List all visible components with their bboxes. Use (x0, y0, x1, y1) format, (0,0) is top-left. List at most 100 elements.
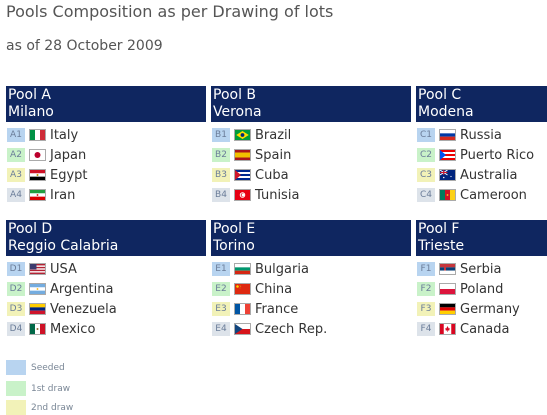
team-row[interactable]: C1 Russia (416, 125, 547, 145)
pool-city: Milano (8, 104, 54, 120)
egypt-flag-icon (29, 169, 46, 181)
team-name: Egypt (50, 167, 88, 183)
pool-name: Pool A (8, 87, 51, 103)
seed-badge: B1 (212, 128, 230, 142)
australia-flag-icon (439, 169, 456, 181)
seed-badge: E1 (212, 262, 230, 276)
pool-header: Pool A Milano (6, 86, 206, 122)
seed-badge: B4 (212, 188, 230, 202)
pool-header: Pool D Reggio Calabria (6, 220, 206, 256)
pool-header: Pool C Modena (416, 86, 547, 122)
team-row[interactable]: E3 France (211, 299, 411, 319)
pool-b-panel: Pool B Verona B1 Brazil B2 Spain B3 Cuba… (211, 86, 411, 205)
puerto-rico-flag-icon (439, 149, 456, 161)
team-row[interactable]: B3 Cuba (211, 165, 411, 185)
legend-label: Seeded (31, 362, 65, 373)
tunisia-flag-icon (234, 189, 251, 201)
second-draw-swatch (6, 400, 26, 415)
team-name: Czech Rep. (255, 321, 328, 337)
team-name: Venezuela (50, 301, 117, 317)
pool-d-panel: Pool D Reggio Calabria D1 USA D2 Argenti… (6, 220, 206, 339)
seed-badge: B2 (212, 148, 230, 162)
seed-badge: C4 (417, 188, 435, 202)
pool-header: Pool E Torino (211, 220, 411, 256)
team-row[interactable]: A1 Italy (6, 125, 206, 145)
pool-c-panel: Pool C Modena C1 Russia C2 Puerto Rico C… (416, 86, 547, 205)
seed-badge: C1 (417, 128, 435, 142)
germany-flag-icon (439, 303, 456, 315)
seed-badge: F4 (417, 322, 435, 336)
pool-city: Reggio Calabria (8, 238, 119, 254)
team-row[interactable]: F4 Canada (416, 319, 547, 339)
team-row[interactable]: C3 Australia (416, 165, 547, 185)
team-name: USA (50, 261, 77, 277)
pool-header: Pool B Verona (211, 86, 411, 122)
pool-header: Pool F Trieste (416, 220, 547, 256)
team-row[interactable]: A2 Japan (6, 145, 206, 165)
poland-flag-icon (439, 283, 456, 295)
team-row[interactable]: A4 Iran (6, 185, 206, 205)
team-name: Bulgaria (255, 261, 309, 277)
team-name: Puerto Rico (460, 147, 535, 163)
team-row[interactable]: D2 Argentina (6, 279, 206, 299)
team-row[interactable]: A3 Egypt (6, 165, 206, 185)
venezuela-flag-icon (29, 303, 46, 315)
legend-label: 1st draw (31, 383, 71, 394)
team-name: Russia (460, 127, 502, 143)
team-row[interactable]: E2 China (211, 279, 411, 299)
cameroon-flag-icon (439, 189, 456, 201)
team-name: Argentina (50, 281, 114, 297)
team-row[interactable]: B4 Tunisia (211, 185, 411, 205)
mexico-flag-icon (29, 323, 46, 335)
pool-name: Pool C (418, 87, 462, 103)
page-subtitle: as of 28 October 2009 (6, 38, 163, 54)
team-name: Germany (460, 301, 520, 317)
seed-badge: F1 (417, 262, 435, 276)
team-row[interactable]: E1 Bulgaria (211, 259, 411, 279)
serbia-flag-icon (439, 263, 456, 275)
legend-first-draw: 1st draw (6, 381, 70, 396)
seeded-swatch (6, 360, 26, 375)
pool-a-panel: Pool A Milano A1 Italy A2 Japan A3 Egypt… (6, 86, 206, 205)
pool-city: Modena (418, 104, 474, 120)
pool-name: Pool E (213, 221, 256, 237)
team-row[interactable]: C4 Cameroon (416, 185, 547, 205)
spain-flag-icon (234, 149, 251, 161)
team-row[interactable]: C2 Puerto Rico (416, 145, 547, 165)
team-row[interactable]: D3 Venezuela (6, 299, 206, 319)
team-row[interactable]: F3 Germany (416, 299, 547, 319)
seed-badge: E3 (212, 302, 230, 316)
team-name: Spain (255, 147, 292, 163)
team-name: Australia (460, 167, 518, 183)
team-row[interactable]: B1 Brazil (211, 125, 411, 145)
seed-badge: F3 (417, 302, 435, 316)
seed-badge: C2 (417, 148, 435, 162)
first-draw-swatch (6, 381, 26, 396)
team-name: Cuba (255, 167, 289, 183)
pool-e-panel: Pool E Torino E1 Bulgaria E2 China E3 Fr… (211, 220, 411, 339)
team-name: Poland (460, 281, 504, 297)
bulgaria-flag-icon (234, 263, 251, 275)
team-name: Iran (50, 187, 76, 203)
pool-city: Trieste (418, 238, 465, 254)
seed-badge: A4 (7, 188, 25, 202)
team-row[interactable]: F1 Serbia (416, 259, 547, 279)
team-row[interactable]: E4 Czech Rep. (211, 319, 411, 339)
team-name: China (255, 281, 293, 297)
cuba-flag-icon (234, 169, 251, 181)
seed-badge: D1 (7, 262, 25, 276)
team-row[interactable]: B2 Spain (211, 145, 411, 165)
russia-flag-icon (439, 129, 456, 141)
seed-badge: E4 (212, 322, 230, 336)
team-row[interactable]: D1 USA (6, 259, 206, 279)
team-row[interactable]: D4 Mexico (6, 319, 206, 339)
seed-badge: D2 (7, 282, 25, 296)
pool-city: Torino (213, 238, 255, 254)
usa-flag-icon (29, 263, 46, 275)
argentina-flag-icon (29, 283, 46, 295)
seed-badge: A3 (7, 168, 25, 182)
team-name: Japan (50, 147, 87, 163)
brazil-flag-icon (234, 129, 251, 141)
china-flag-icon (234, 283, 251, 295)
team-row[interactable]: F2 Poland (416, 279, 547, 299)
